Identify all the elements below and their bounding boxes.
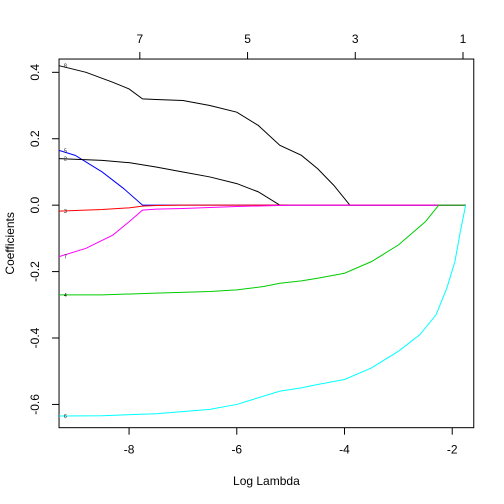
path-label-group: 8 5 2 3 7 4 6	[64, 64, 67, 420]
series-group	[58, 65, 467, 417]
y-tick-label: -0.2	[28, 261, 42, 282]
plot-frame	[58, 58, 475, 429]
x-tick-label: -2	[447, 443, 458, 457]
top-axis: 7 5 3 1	[136, 32, 467, 60]
top-tick-label: 1	[460, 32, 467, 46]
top-tick-label: 7	[136, 32, 143, 46]
x-tick-label: -4	[339, 443, 350, 457]
top-tick-label: 5	[244, 32, 251, 46]
path-label-8: 8	[64, 64, 67, 70]
path-label-5: 5	[64, 148, 67, 154]
series-line-6	[59, 205, 467, 417]
path-label-3: 3	[64, 209, 67, 215]
y-axis-title: Coefficients	[3, 212, 17, 274]
path-label-4: 4	[64, 293, 67, 299]
y-tick-label: 0.2	[28, 130, 42, 147]
series-line-7	[58, 204, 466, 258]
path-label-6: 6	[64, 414, 67, 420]
x-tick-label: -6	[231, 443, 242, 457]
series-line-5	[58, 149, 466, 206]
y-tick-label: -0.6	[28, 394, 42, 415]
path-label-7: 7	[64, 255, 67, 261]
series-line-2	[59, 158, 466, 206]
y-tick-label: -0.4	[28, 327, 42, 348]
path-label-2: 2	[64, 157, 67, 163]
x-axis-title: Log Lambda	[233, 474, 300, 488]
x-tick-label: -8	[124, 443, 135, 457]
x-axis: -8 -6 -4 -2	[124, 427, 458, 457]
y-tick-label: 0.0	[28, 197, 42, 214]
y-tick-label: 0.4	[28, 64, 42, 81]
y-axis: -0.6 -0.4 -0.2 0.0 0.2 0.4	[28, 64, 60, 415]
series-line-4	[59, 204, 466, 296]
top-tick-label: 3	[352, 32, 359, 46]
series-line-8	[58, 65, 466, 206]
